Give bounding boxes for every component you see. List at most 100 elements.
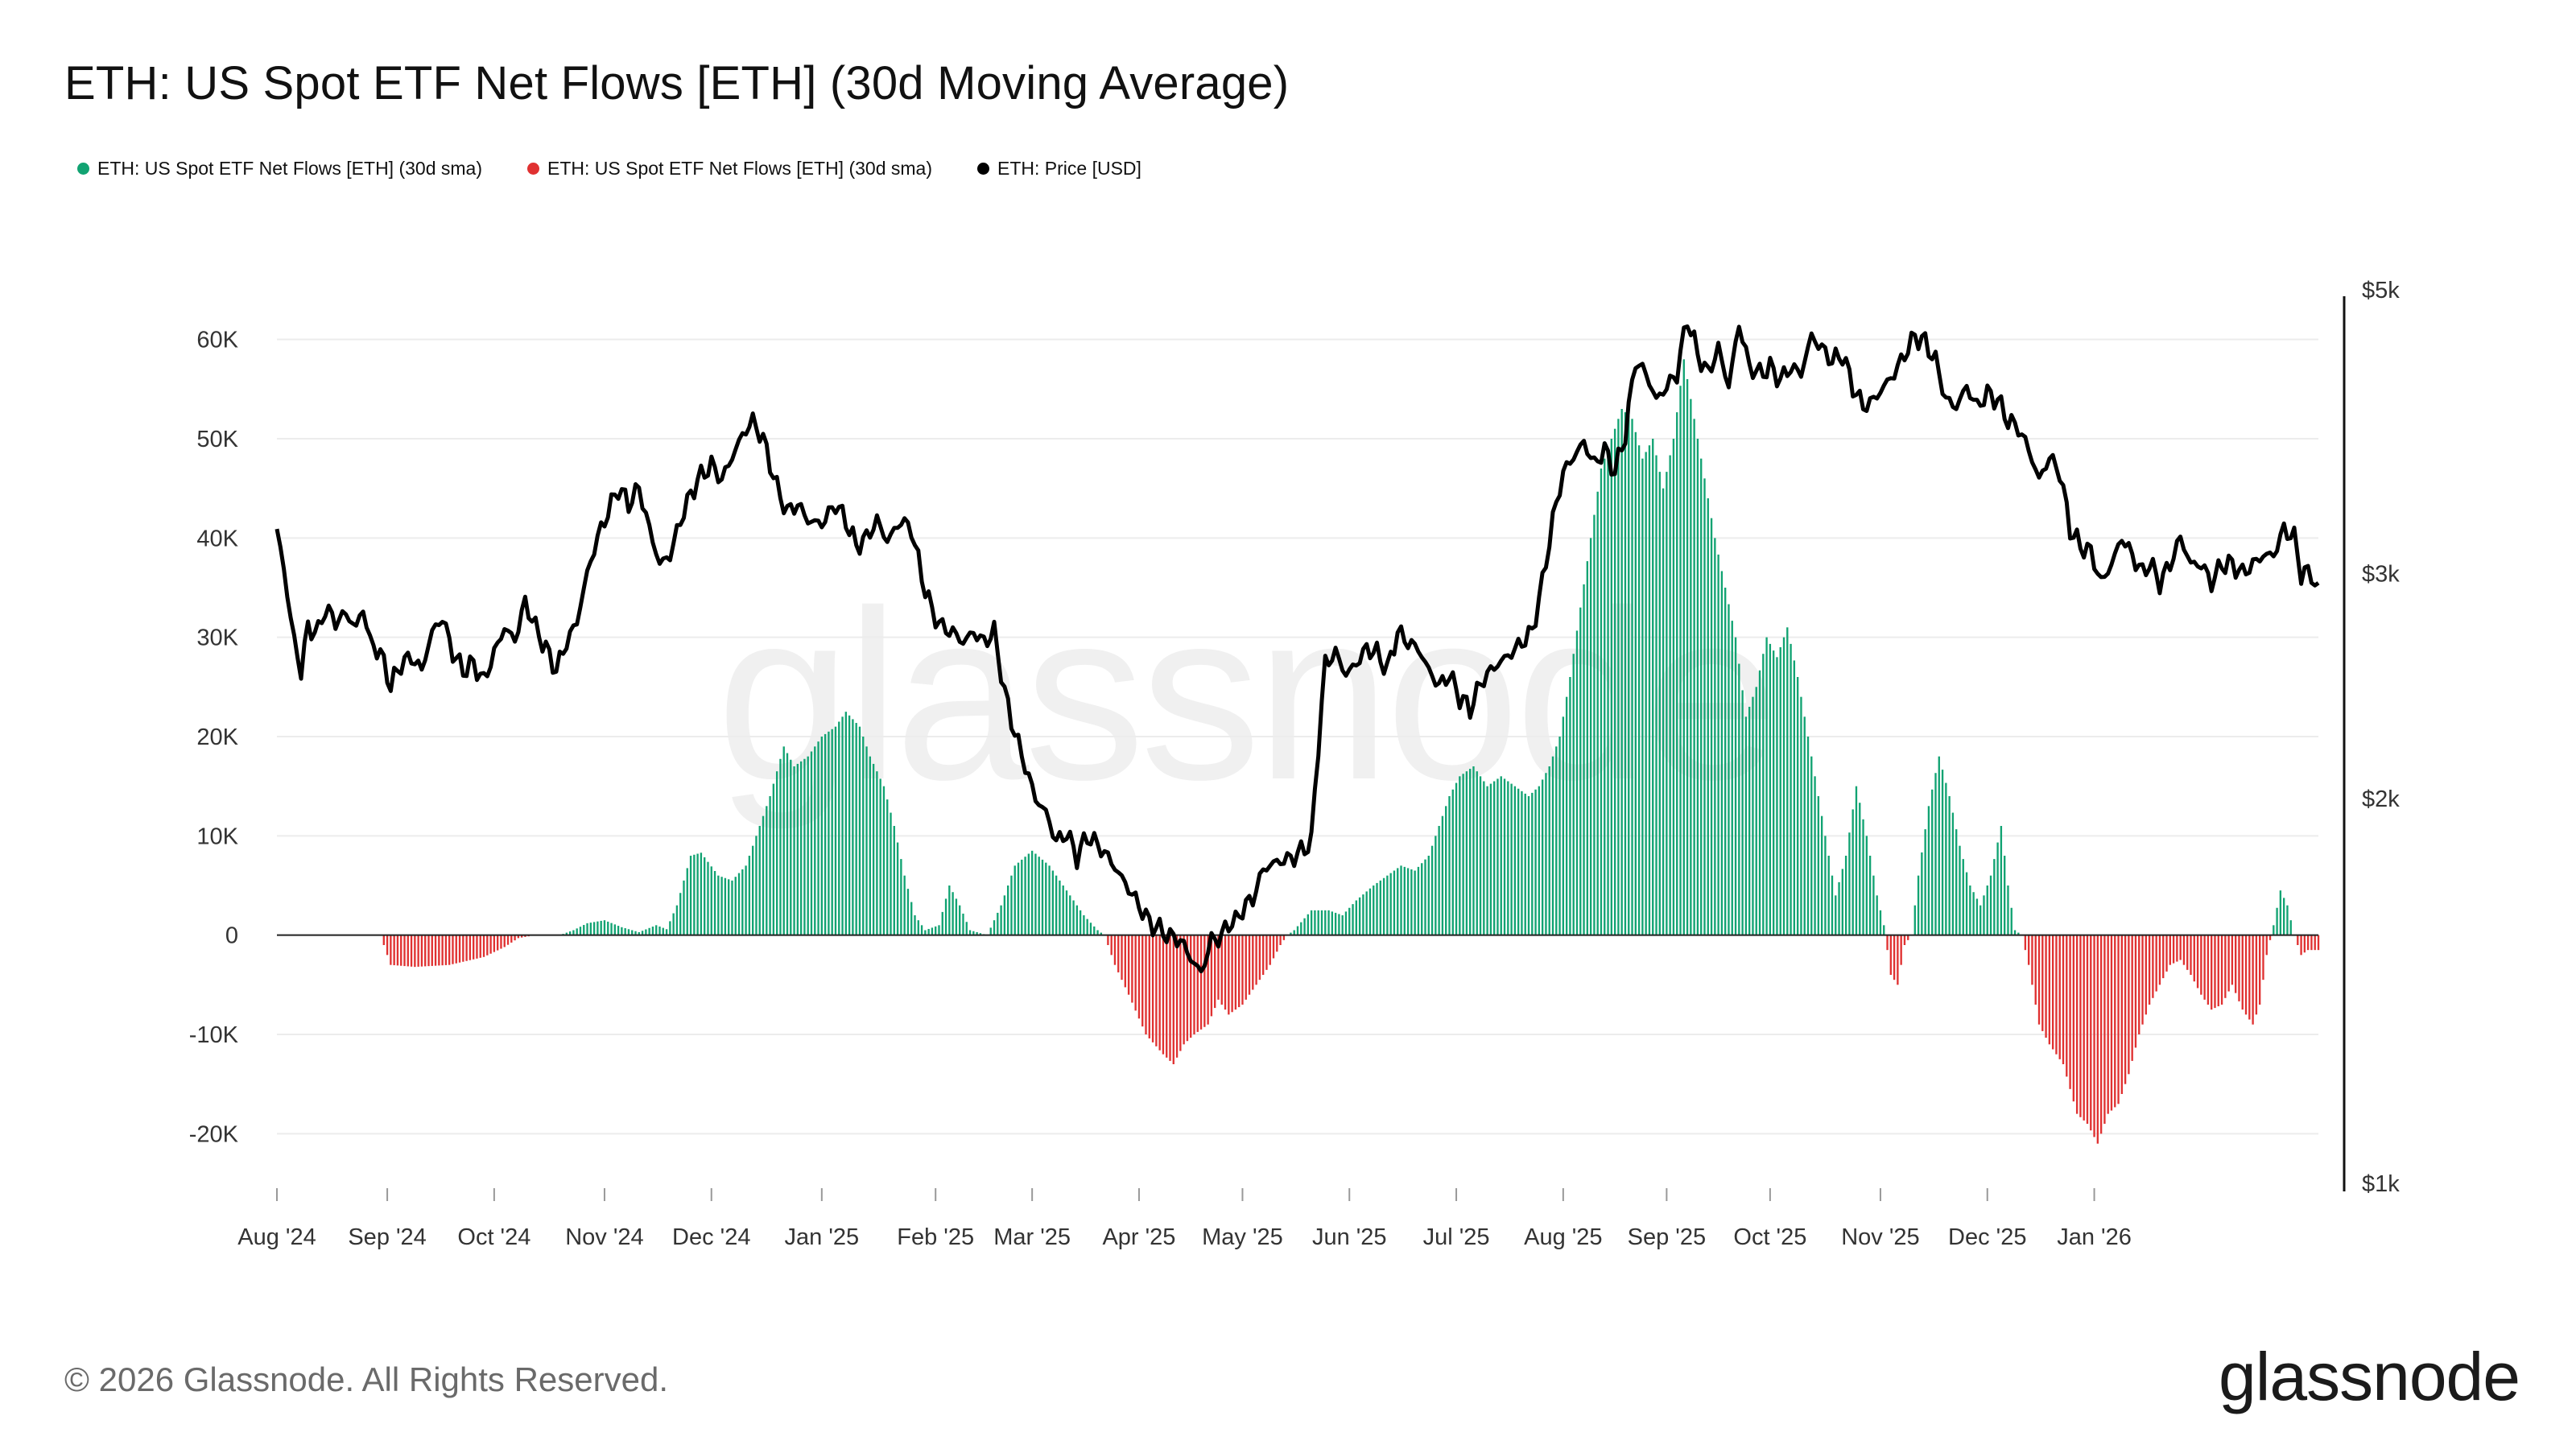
- flow-bar: [1893, 935, 1896, 980]
- flow-bar: [2103, 935, 2106, 1124]
- flow-bar: [565, 932, 568, 935]
- legend-label-outflows: ETH: US Spot ETF Net Flows [ETH] (30d sm…: [547, 158, 932, 179]
- flow-bar: [1006, 886, 1009, 935]
- flow-bar: [903, 875, 906, 935]
- flow-bar: [1193, 935, 1195, 1034]
- flow-bar: [2069, 935, 2071, 1089]
- flow-bar: [2158, 935, 2161, 985]
- flow-bar: [1021, 859, 1023, 935]
- flow-bar: [2013, 930, 2017, 935]
- flow-bar: [2138, 935, 2140, 1034]
- flow-bar: [935, 926, 937, 935]
- flow-bar: [1600, 469, 1603, 935]
- flow-bar: [1296, 926, 1299, 935]
- flow-bar: [700, 852, 703, 935]
- flow-bar: [662, 927, 664, 935]
- flow-bar: [2252, 935, 2254, 1025]
- flow-bar: [1527, 796, 1530, 935]
- flow-bar: [2007, 886, 2009, 935]
- flow-bar: [586, 923, 588, 935]
- flow-bar: [1604, 458, 1606, 935]
- flow-bar: [1410, 869, 1413, 935]
- flow-bar: [1862, 819, 1864, 935]
- flow-bar: [879, 778, 881, 935]
- flow-bar: [2262, 935, 2264, 980]
- flow-bar: [1083, 915, 1085, 935]
- flow-bar: [1645, 452, 1647, 935]
- flow-bar: [1531, 792, 1534, 935]
- flow-bar: [500, 935, 502, 949]
- flow-bar: [1579, 607, 1582, 935]
- flow-bar: [672, 913, 675, 935]
- flow-bar: [393, 935, 395, 966]
- flow-bar: [469, 935, 472, 960]
- flow-bar: [2217, 935, 2219, 1007]
- flow-bar: [1703, 478, 1706, 935]
- flow-bar: [1155, 935, 1158, 1046]
- legend-item-inflows[interactable]: ETH: US Spot ETF Net Flows [ETH] (30d sm…: [77, 158, 482, 180]
- flow-bar: [2037, 935, 2041, 1025]
- flow-bar: [1700, 458, 1703, 935]
- flow-bar: [1755, 687, 1757, 935]
- flow-bar: [1093, 926, 1096, 935]
- flow-bar: [1666, 472, 1668, 935]
- flow-bar: [2000, 826, 2003, 935]
- left-tick-label: 40K: [196, 526, 238, 551]
- flow-bar: [1472, 766, 1475, 935]
- flow-bar: [775, 771, 778, 935]
- flow-bar: [417, 935, 419, 967]
- legend-item-price[interactable]: ETH: Price [USD]: [977, 158, 1141, 180]
- flow-bar: [2265, 935, 2268, 956]
- flow-bar: [1734, 637, 1737, 935]
- flow-bar: [1276, 935, 1278, 952]
- flow-bar: [1717, 554, 1719, 935]
- flow-bar: [386, 935, 389, 956]
- legend-item-outflows[interactable]: ETH: US Spot ETF Net Flows [ETH] (30d sm…: [527, 158, 932, 180]
- flow-bar: [1879, 910, 1882, 935]
- flow-bar: [1483, 781, 1485, 935]
- legend-dot-red: [527, 163, 539, 175]
- flow-bar: [1492, 781, 1496, 935]
- flow-bar: [1510, 783, 1513, 935]
- flow-bar: [1934, 773, 1937, 935]
- flow-bar: [1324, 910, 1327, 935]
- flow-bar: [1752, 696, 1754, 935]
- flow-bar: [817, 741, 819, 935]
- flow-bar: [634, 931, 637, 935]
- flow-bar: [1634, 431, 1637, 935]
- flow-bar: [1589, 538, 1592, 935]
- flow-bar: [755, 836, 758, 935]
- flow-bar: [1583, 584, 1585, 935]
- flow-bar: [2148, 935, 2151, 1005]
- flow-bar: [503, 935, 506, 947]
- x-tick-label: Jan '25: [785, 1224, 860, 1250]
- flow-bar: [1462, 774, 1464, 935]
- flow-bar: [931, 927, 934, 935]
- flow-bar: [2196, 935, 2199, 989]
- flow-bar: [486, 935, 489, 956]
- x-axis: Aug '24 Sep '24 Oct '24 Nov '24 Dec '24 Jan '…: [237, 1188, 2132, 1250]
- flow-bar: [2282, 898, 2285, 935]
- flow-bar: [1613, 428, 1616, 935]
- flow-bar: [1258, 935, 1261, 980]
- flow-bar: [979, 933, 982, 935]
- flow-bar: [1617, 419, 1620, 935]
- flow-bar: [955, 898, 958, 935]
- flow-bar: [779, 758, 782, 935]
- flow-bar: [1951, 812, 1955, 935]
- x-tick-label: Aug '25: [1524, 1224, 1602, 1250]
- flow-bar: [1782, 637, 1785, 935]
- flow-bar: [1220, 935, 1223, 1005]
- flow-bar: [959, 905, 961, 935]
- flow-bar: [1872, 875, 1875, 935]
- flow-bar: [2186, 935, 2189, 970]
- flow-bar: [1113, 935, 1117, 965]
- flow-bar: [1131, 935, 1133, 1003]
- flow-bar: [1852, 809, 1854, 935]
- flow-bar: [576, 928, 578, 935]
- flow-bar: [828, 731, 830, 935]
- flow-bar: [514, 935, 516, 941]
- flow-bar: [583, 925, 585, 935]
- flow-bar: [914, 915, 916, 935]
- flow-bar: [796, 763, 799, 935]
